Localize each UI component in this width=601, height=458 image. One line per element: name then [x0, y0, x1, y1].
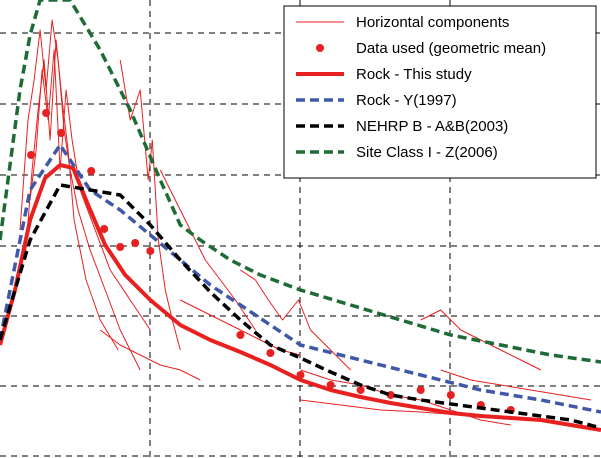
legend-item-2: Data used (geometric mean): [316, 40, 546, 57]
horizontal-component-trace-4: [119, 59, 181, 351]
data-point-2: [42, 109, 51, 117]
data-point-16: [446, 391, 455, 399]
data-point-13: [356, 386, 365, 394]
legend-box: [283, 5, 597, 179]
legend-item-4: Rock - Y(1997): [296, 92, 457, 109]
horizontal-component-trace-8: [420, 309, 542, 371]
series-line-2: [0, 163, 601, 432]
data-point-4: [87, 167, 96, 175]
data-point-12: [326, 381, 335, 389]
data-point-6: [116, 243, 125, 251]
series-line-3: [0, 143, 601, 414]
horizontal-component-trace-11: [99, 329, 201, 381]
legend-label: Site Class I - Z(2006): [356, 144, 498, 161]
legend-item-5: NEHRP B - A&B(2003): [296, 118, 508, 135]
horizontal-component-trace-6: [240, 269, 351, 371]
data-point-1: [27, 151, 36, 159]
series-2: [0, 163, 601, 432]
chart-series: [0, 0, 601, 432]
horizontal-component-trace-7: [300, 369, 511, 426]
legend-item-1: Horizontal components: [296, 14, 509, 31]
data-point-3: [57, 129, 66, 137]
series-5: [0, 0, 601, 364]
legend-item-3: Rock - This study: [296, 66, 472, 83]
legend: Horizontal components Data used (geometri…: [283, 5, 597, 179]
horizontal-component-trace-12: [440, 369, 592, 401]
horizontal-component-trace-5: [159, 169, 256, 331]
legend-item-6: Site Class I - Z(2006): [296, 144, 498, 161]
legend-label: Rock - This study: [356, 66, 472, 83]
data-point-5: [100, 225, 109, 233]
legend-marker: [316, 44, 324, 52]
series-line-5: [0, 0, 601, 364]
data-point-8: [146, 247, 155, 255]
horizontal-component-trace-2: [24, 39, 119, 351]
series-0: [19, 19, 592, 426]
data-point-15: [416, 386, 425, 394]
legend-label: Horizontal components: [356, 14, 509, 31]
legend-label: Data used (geometric mean): [356, 40, 546, 57]
horizontal-component-trace-3: [29, 49, 151, 331]
series-3: [0, 143, 601, 414]
data-point-9: [236, 331, 245, 339]
legend-label: Rock - Y(1997): [356, 92, 457, 109]
data-point-7: [131, 239, 140, 247]
legend-label: NEHRP B - A&B(2003): [356, 118, 508, 135]
data-point-10: [266, 349, 275, 357]
